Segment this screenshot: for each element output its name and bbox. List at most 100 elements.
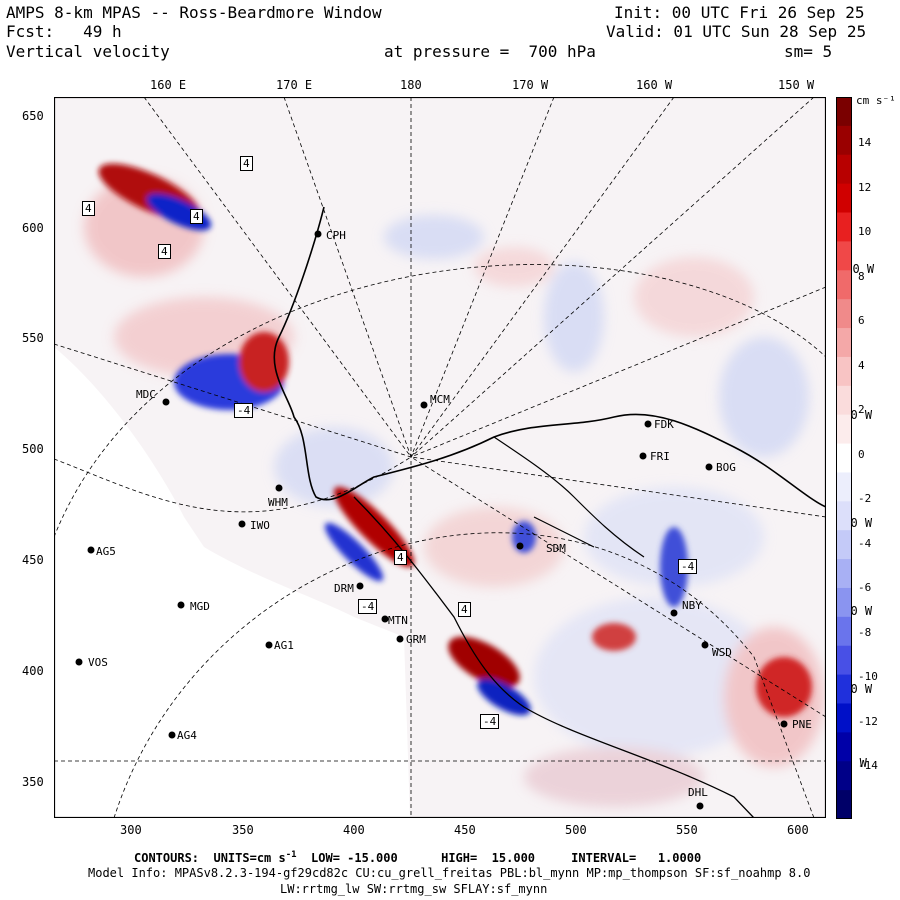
- station-label-bog: BOG: [716, 461, 736, 474]
- station-dot-fdk: [644, 420, 652, 428]
- station-dot-ag5: [87, 546, 95, 554]
- lon-label-150w: 150 W: [778, 78, 815, 92]
- colorbar-swatch: [836, 328, 852, 358]
- station-label-mdc: MDC: [136, 388, 156, 401]
- contours-label: CONTOURS:: [134, 851, 200, 865]
- colorbar-swatch: [836, 97, 852, 127]
- station-dot-fri: [639, 452, 647, 460]
- valid-time: Valid: 01 UTC Sun 28 Sep 25: [606, 22, 867, 41]
- station-label-cph: CPH: [326, 229, 346, 242]
- station-dot-grm: [396, 635, 404, 643]
- station-label-vos: VOS: [88, 656, 108, 669]
- interval-value: INTERVAL= 1.0000: [571, 851, 702, 865]
- y-tick-500: 500: [22, 442, 44, 456]
- x-tick-400: 400: [343, 823, 365, 837]
- station-label-sdm: SDM: [546, 542, 566, 555]
- colorbar-swatch: [836, 385, 852, 416]
- colorbar-label: 2: [858, 403, 865, 416]
- latitude-circle: [113, 532, 815, 818]
- station-dot-ag1: [265, 641, 273, 649]
- y-tick-650: 650: [22, 109, 44, 123]
- colorbar-label: 8: [858, 269, 865, 283]
- downward-motion-core: [660, 527, 688, 607]
- low-value: LOW= -15.000: [311, 851, 398, 865]
- init-time: Init: 00 UTC Fri 26 Sep 25: [614, 3, 865, 22]
- smoothing-value: sm= 5: [784, 42, 833, 61]
- field-patch: [719, 337, 809, 457]
- colorbar-label: 6: [858, 314, 865, 327]
- station-dot-sdm: [516, 542, 524, 550]
- colorbar-swatch: [836, 530, 852, 560]
- station-dot-bog: [705, 463, 713, 471]
- coastline-segment: [533, 516, 595, 548]
- downward-motion-core: [512, 521, 536, 553]
- colorbar-swatch: [836, 587, 852, 618]
- colorbar-label: 10: [858, 225, 872, 238]
- colorbar-swatch: [836, 299, 852, 329]
- colorbar-swatch: [836, 241, 852, 271]
- y-tick-550: 550: [22, 331, 44, 345]
- contour-label: -4: [678, 559, 698, 574]
- station-label-drm: DRM: [334, 582, 354, 595]
- colorbar-swatch: [836, 501, 852, 531]
- colorbar-label: 0: [858, 447, 865, 461]
- colorbar-frame: [836, 97, 852, 819]
- station-label-ag1: AG1: [274, 639, 294, 652]
- upward-motion-core: [592, 623, 636, 651]
- meridian-line: [54, 456, 412, 513]
- meridian-line: [283, 97, 412, 458]
- colorbar-label: 14: [858, 136, 872, 149]
- latitude-circle: [54, 264, 826, 538]
- lon-label-180: 180: [400, 78, 422, 92]
- y-tick-600: 600: [22, 221, 44, 235]
- model-info: Model Info: MPASv8.2.3-194-gf29cd82c CU:…: [88, 866, 811, 880]
- meridian-line: [410, 286, 826, 458]
- station-label-pne: PNE: [792, 718, 812, 731]
- station-label-grm: GRM: [406, 633, 426, 646]
- meridian-line: [410, 97, 555, 458]
- station-label-ag4: AG4: [177, 729, 197, 742]
- station-dot-cph: [314, 230, 322, 238]
- model-info-line2: LW:rrtmg_lw SW:rrtmg_sw SFLAY:sf_mynn: [280, 882, 548, 896]
- station-label-fdk: FDK: [654, 418, 674, 431]
- station-label-fri: FRI: [650, 450, 670, 463]
- plot-title: AMPS 8-km MPAS -- Ross-Beardmore Window: [6, 3, 382, 22]
- x-tick-450: 450: [454, 823, 476, 837]
- station-label-mgd: MGD: [190, 600, 210, 613]
- colorbar-label: -12: [858, 714, 878, 728]
- contour-label: 4: [190, 209, 203, 224]
- station-label-whm: WHM: [268, 496, 288, 509]
- units-label: UNITS=cm s: [213, 851, 286, 865]
- units-exponent: -1: [285, 850, 297, 860]
- lon-label-170w: 170 W: [512, 78, 549, 92]
- meridian-line: [143, 97, 412, 458]
- y-tick-400: 400: [22, 664, 44, 678]
- downward-motion-core: [324, 522, 384, 582]
- colorbar-label: 12: [858, 180, 872, 194]
- station-dot-mcm: [420, 401, 428, 409]
- meridian-line: [410, 97, 815, 458]
- x-tick-600: 600: [787, 823, 809, 837]
- colorbar-swatch: [836, 559, 852, 589]
- x-tick-500: 500: [565, 823, 587, 837]
- transantarctic-coast: [353, 496, 755, 818]
- colorbar-swatch: [836, 212, 852, 242]
- upward-motion-core: [756, 657, 812, 717]
- station-dot-mdc: [162, 398, 170, 406]
- field-patch: [524, 747, 704, 807]
- colorbar-swatch: [836, 125, 852, 156]
- colorbar-swatch: [836, 674, 852, 704]
- ice-shelf-edge: [493, 436, 645, 558]
- colorbar-label: -8: [858, 625, 872, 639]
- contour-label: 4: [394, 550, 407, 565]
- contour-label: -4: [358, 599, 378, 614]
- colorbar-label: -14: [858, 759, 878, 772]
- station-dot-nby: [670, 609, 678, 617]
- contour-label: -4: [480, 714, 500, 729]
- station-label-wsd: WSD: [712, 646, 732, 659]
- no-data-region: [54, 347, 410, 818]
- station-dot-pne: [780, 720, 788, 728]
- station-label-ag5: AG5: [96, 545, 116, 558]
- colorbar-label: 4: [858, 358, 865, 372]
- forecast-hour: Fcst: 49 h: [6, 22, 122, 41]
